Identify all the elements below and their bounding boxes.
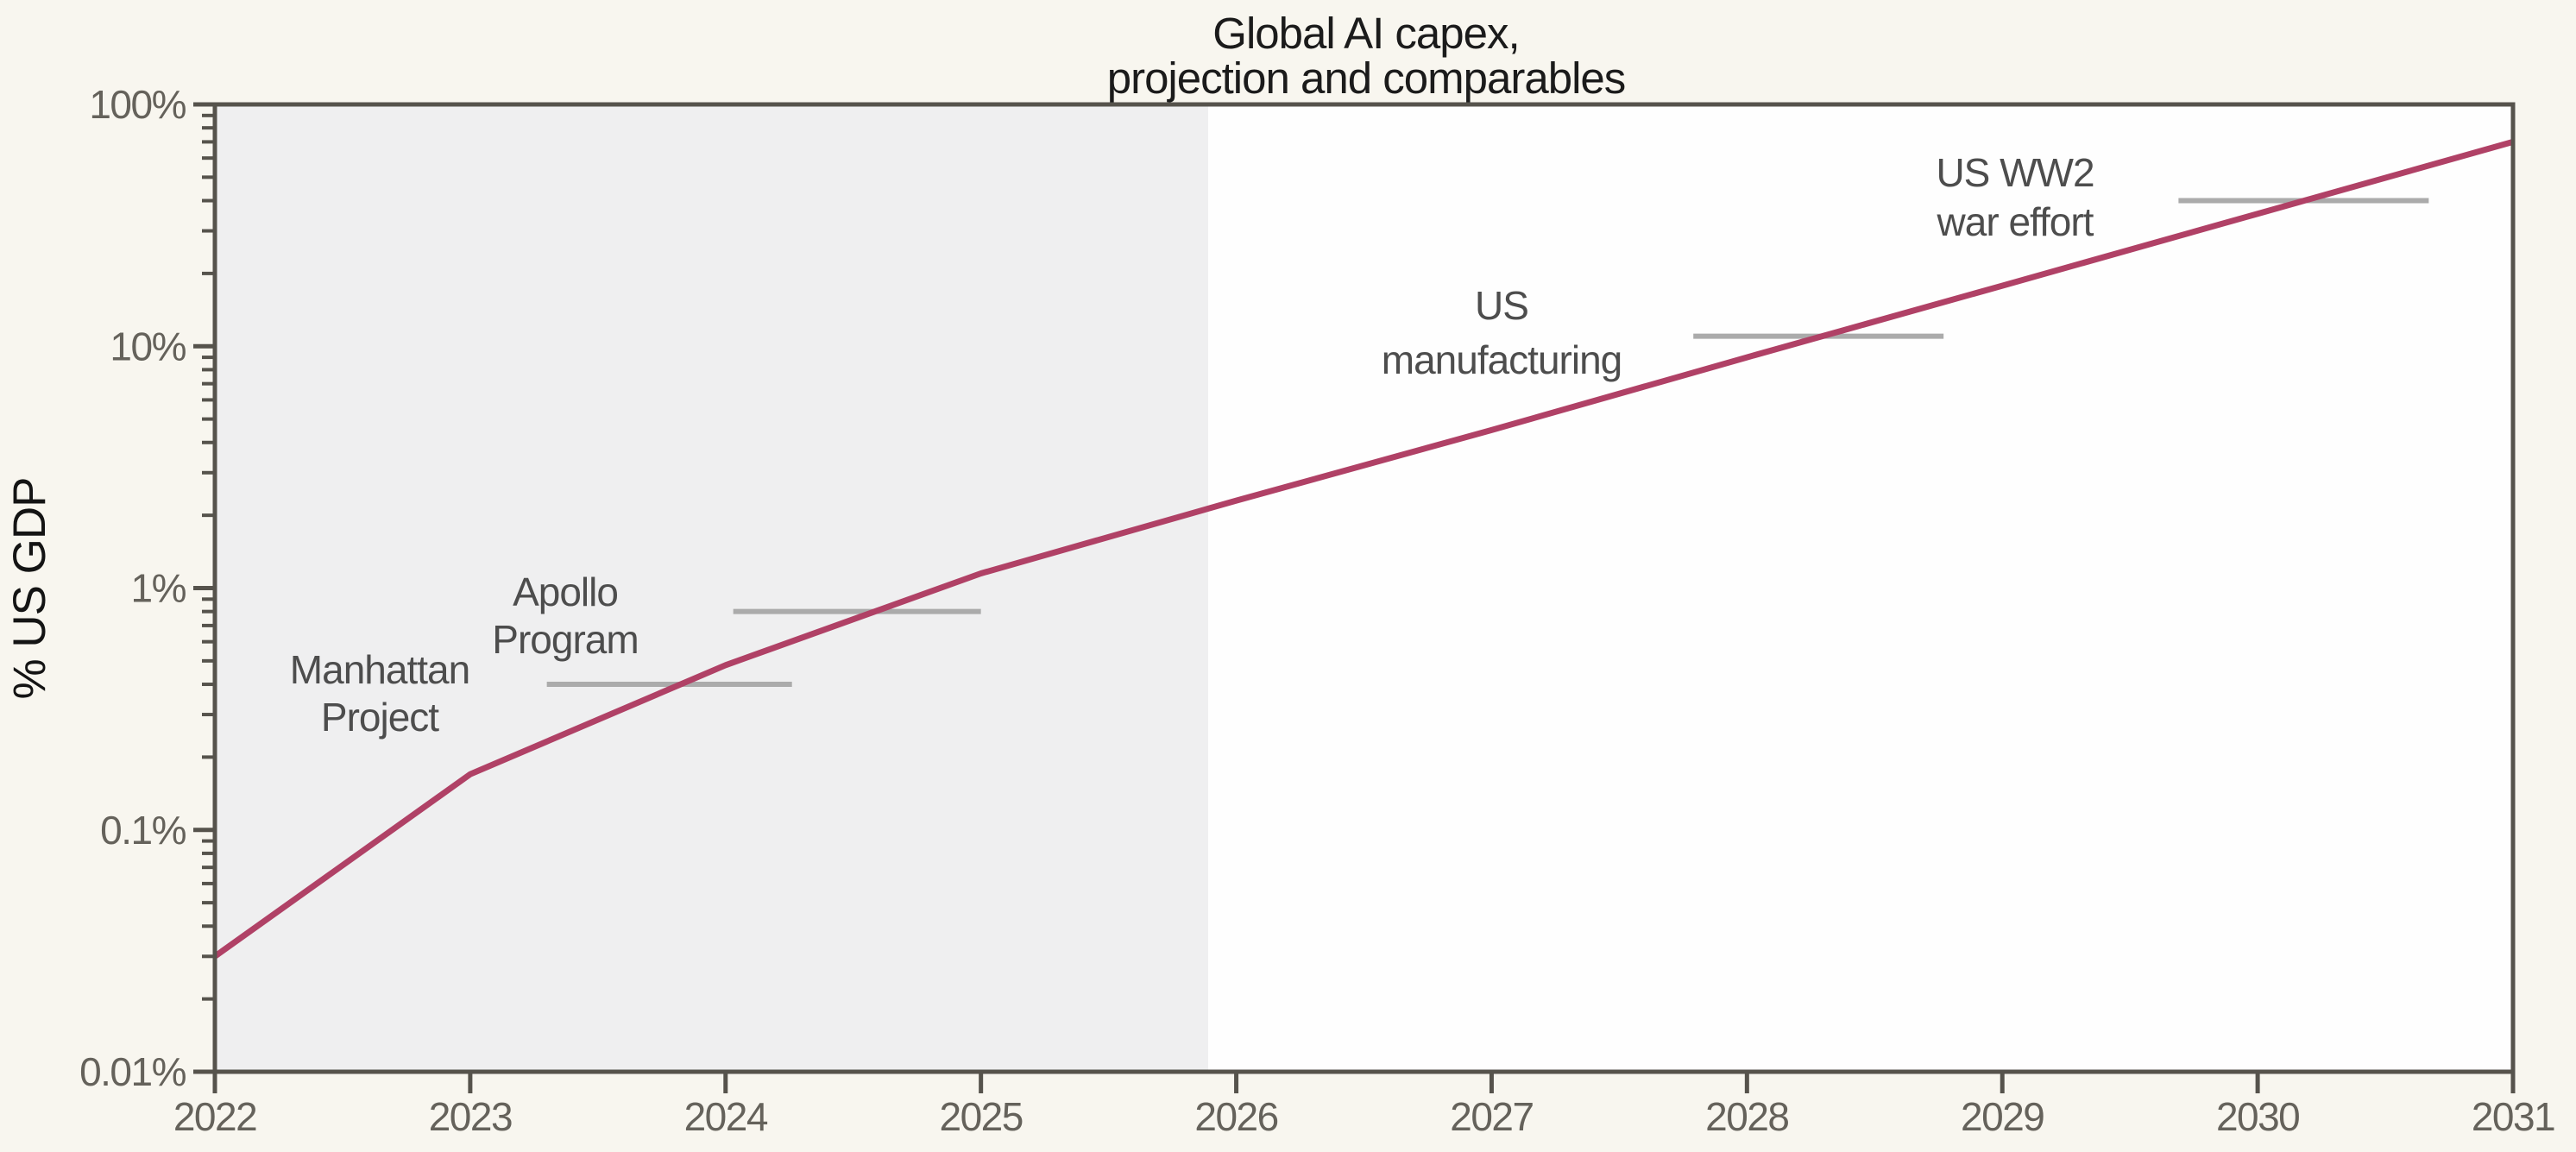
y-tick-label: 1%: [131, 566, 186, 611]
y-tick-label: 100%: [89, 82, 186, 127]
chart-title-line1: Global AI capex,: [1212, 9, 1519, 58]
x-tick-label: 2024: [684, 1094, 768, 1139]
chart-title-line2: projection and comparables: [1107, 54, 1626, 103]
comparable-label: US WW2: [1936, 150, 2094, 195]
x-tick-label: 2028: [1705, 1094, 1788, 1139]
comparable-label: Program: [492, 617, 638, 662]
y-tick-label: 0.1%: [100, 808, 186, 853]
y-tick-label: 0.01%: [79, 1049, 186, 1094]
comparable-label: war effort: [1937, 199, 2094, 244]
x-tick-label: 2029: [1961, 1094, 2044, 1139]
comparable-label: manufacturing: [1382, 337, 1622, 382]
x-tick-label: 2030: [2216, 1094, 2299, 1139]
comparable-label: Manhattan: [290, 647, 469, 692]
x-tick-label: 2026: [1194, 1094, 1277, 1139]
x-tick-label: 2023: [429, 1094, 512, 1139]
comparable-label: Project: [321, 695, 439, 740]
x-tick-label: 2031: [2472, 1094, 2554, 1139]
y-tick-label: 10%: [110, 324, 186, 368]
ai-capex-line: [212, 139, 2514, 960]
y-axis-label: % US GDP: [4, 477, 55, 699]
x-tick-label: 2025: [939, 1094, 1022, 1139]
historical-shaded-region: [215, 104, 1209, 1072]
x-tick-label: 2027: [1450, 1094, 1533, 1139]
x-tick-label: 2022: [173, 1094, 256, 1139]
comparable-label: US: [1475, 283, 1528, 328]
comparable-label: Apollo: [513, 570, 618, 614]
